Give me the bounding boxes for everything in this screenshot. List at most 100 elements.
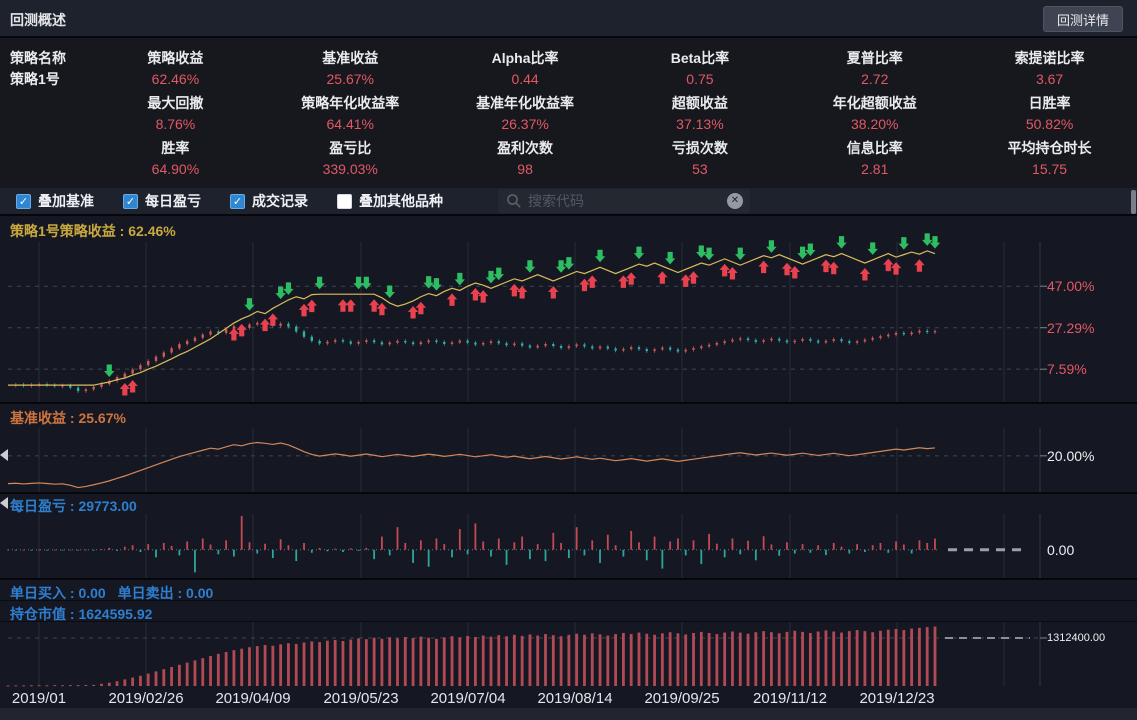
stat-label: 策略收益: [147, 49, 204, 66]
strategy-chart[interactable]: [0, 233, 1137, 402]
stat-cell-sortino: 索提诺比率 3.67: [962, 48, 1137, 90]
stat-value: 62.46%: [151, 70, 200, 87]
stat-cell-win-count: 盈利次数 98: [438, 138, 613, 180]
stat-cell-excess-return: 超额收益 37.13%: [612, 93, 787, 135]
xaxis-label-1: 2019/02/26: [108, 690, 184, 707]
stat-cell-loss-count: 亏损次数 53: [612, 138, 787, 180]
xaxis-label-8: 2019/12/23: [859, 690, 935, 707]
stats-row-2: 最大回撤 8.76% 策略年化收益率 64.41% 基准年化收益率 26.37%…: [0, 91, 1137, 136]
stat-cell-sharpe: 夏普比率 2.72: [787, 48, 962, 90]
stat-label: 最大回撤: [147, 94, 204, 111]
daily-sell-label: 单日卖出 : 0.00: [117, 585, 214, 601]
stat-cell-strategy-return: 策略收益 62.46%: [88, 48, 263, 90]
stat-value: 8.76%: [155, 115, 196, 132]
stat-value: 98: [517, 160, 533, 177]
checkbox-icon[interactable]: [337, 193, 352, 209]
strategy-ytick-1: 27.29%: [1047, 320, 1095, 336]
stat-cell-benchmark-return: 基准收益 25.67%: [263, 48, 438, 90]
separator: [0, 578, 1137, 580]
search-input[interactable]: [528, 189, 713, 213]
xaxis-label-2: 2019/04/09: [215, 690, 291, 707]
pnl-chart[interactable]: [0, 514, 1137, 578]
vertical-scrollbar-thumb[interactable]: [1131, 190, 1136, 214]
stat-cell-max-drawdown: 最大回撤 8.76%: [88, 93, 263, 135]
stat-label: 日胜率: [1028, 94, 1071, 111]
position-ytick: 1312400.00: [1047, 632, 1106, 644]
stat-cell-daily-win-rate: 日胜率 50.82%: [962, 93, 1137, 135]
checkbox-overlay-benchmark[interactable]: ✓ 叠加基准: [16, 191, 94, 211]
horizontal-scrollbar[interactable]: ▼: [0, 708, 1137, 720]
stat-label: 胜率: [161, 139, 190, 156]
position-chart[interactable]: [0, 622, 1137, 687]
stat-value: 2.72: [861, 70, 889, 87]
clear-search-button[interactable]: ✕: [727, 193, 743, 209]
xaxis-label-5: 2019/08/14: [537, 690, 613, 707]
stat-label: 盈亏比: [329, 139, 372, 156]
benchmark-pane-handle[interactable]: [0, 449, 8, 461]
checkbox-overlay-other-symbols[interactable]: 叠加其他品种: [337, 191, 443, 211]
separator: [0, 600, 1137, 601]
stat-label: Alpha比率: [491, 49, 559, 66]
search-box: ✕: [498, 189, 750, 213]
separator: [0, 492, 1137, 494]
stat-value: 64.41%: [326, 115, 374, 132]
stat-value: 50.82%: [1025, 115, 1074, 132]
backtest-detail-button[interactable]: 回测详情: [1042, 6, 1123, 32]
stat-cell-beta: Beta比率 0.75: [612, 48, 787, 90]
stat-value: 339.03%: [322, 160, 378, 177]
stat-label: 策略年化收益率: [301, 94, 400, 111]
xaxis-label-4: 2019/07/04: [430, 690, 506, 707]
stats-row-1: 策略名称 策略1号 策略收益 62.46% 基准收益 25.67% Alpha比…: [0, 46, 1137, 91]
stat-cell-annual-return: 策略年化收益率 64.41%: [263, 93, 438, 135]
stat-label: 年化超额收益: [832, 94, 917, 111]
stat-value: 0.44: [511, 70, 539, 87]
stat-label: 平均持仓时长: [1007, 139, 1092, 156]
checkbox-label: 叠加其他品种: [359, 193, 443, 209]
stat-value: 0.75: [686, 70, 714, 87]
stat-value: 64.90%: [151, 160, 200, 177]
stats-panel: 策略名称 策略1号 策略收益 62.46% 基准收益 25.67% Alpha比…: [0, 40, 1137, 186]
strategy-ytick-0: 47.00%: [1047, 278, 1095, 294]
strategy-pane-title: 策略1号策略收益 : 62.46%: [10, 223, 176, 239]
daily-buy-label: 单日买入 : 0.00: [10, 585, 106, 601]
stat-cell-avg-holding-period: 平均持仓时长 15.75: [962, 138, 1137, 180]
stat-label: 索提诺比率: [1014, 49, 1085, 66]
benchmark-ytick: 20.00%: [1047, 448, 1095, 464]
checkbox-icon[interactable]: ✓: [123, 193, 138, 209]
stat-cell-annual-excess-return: 年化超额收益 38.20%: [787, 93, 962, 135]
xaxis-label-7: 2019/11/12: [753, 690, 827, 707]
stat-label: Beta比率: [670, 49, 730, 66]
checkbox-icon[interactable]: ✓: [16, 193, 31, 209]
checkbox-trade-records[interactable]: ✓ 成交记录: [230, 191, 308, 211]
stat-value: 3.67: [1035, 70, 1064, 87]
stat-value: 15.75: [1032, 160, 1068, 177]
stat-cell-profit-loss-ratio: 盈亏比 339.03%: [263, 138, 438, 180]
checkbox-label: 每日盈亏: [145, 193, 201, 209]
stat-value: 25.67%: [326, 70, 374, 87]
stat-label: 超额收益: [671, 94, 728, 111]
strategy-ytick-2: 7.59%: [1047, 361, 1087, 377]
benchmark-chart[interactable]: [0, 428, 1137, 492]
stat-value: 53: [692, 160, 708, 177]
stat-label: 基准年化收益率: [476, 94, 575, 111]
stat-value: 38.20%: [851, 115, 899, 132]
stat-value: 2.81: [861, 160, 889, 177]
checkbox-daily-pnl[interactable]: ✓ 每日盈亏: [123, 191, 201, 211]
xaxis-label-6: 2019/09/25: [644, 690, 720, 707]
stat-label: 夏普比率: [846, 49, 903, 66]
stat-label: 亏损次数: [671, 139, 728, 156]
search-icon: [507, 194, 521, 208]
pnl-pane-handle[interactable]: [0, 497, 8, 509]
stats-row-3: 胜率 64.90% 盈亏比 339.03% 盈利次数 98 亏损次数 53 信息…: [0, 136, 1137, 181]
stat-value: 26.37%: [501, 115, 549, 132]
checkbox-label: 叠加基准: [38, 193, 94, 209]
strategy-name-label: 策略名称: [10, 49, 66, 66]
stat-cell-information-ratio: 信息比率 2.81: [787, 138, 962, 180]
daily-buy-sell-row: 单日买入 : 0.00 单日卖出 : 0.00: [10, 583, 213, 603]
separator: [0, 402, 1137, 404]
toolbar: ✓ 叠加基准 ✓ 每日盈亏 ✓ 成交记录 叠加其他品种 ✕: [0, 188, 1137, 216]
pnl-ytick: 0.00: [1047, 542, 1075, 558]
position-value-title: 持仓市值 : 1624595.92: [10, 606, 153, 622]
checkbox-icon[interactable]: ✓: [230, 193, 245, 209]
